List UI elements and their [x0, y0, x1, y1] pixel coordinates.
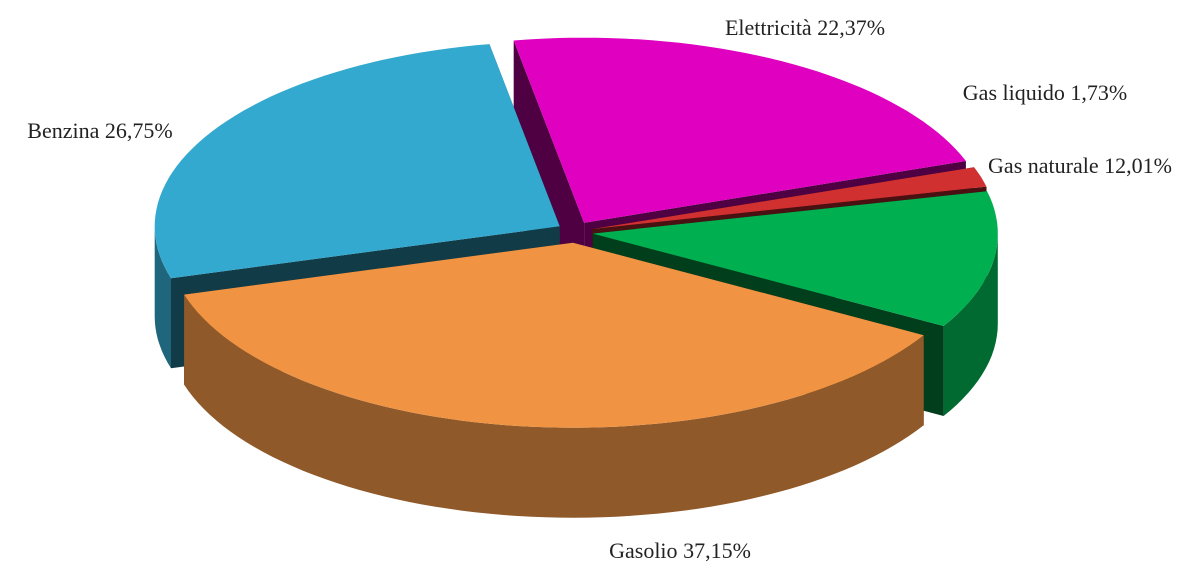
- data-label: Gas liquido 1,73%: [963, 80, 1127, 105]
- data-label: Elettricità 22,37%: [725, 15, 885, 40]
- value-label: 26,75%: [105, 118, 173, 143]
- value-label: 12,01%: [1104, 153, 1172, 178]
- data-label: Gas naturale 12,01%: [988, 153, 1172, 178]
- category-name: Elettricità: [725, 15, 812, 40]
- value-label: 1,73%: [1070, 80, 1127, 105]
- value-label: 22,37%: [817, 15, 885, 40]
- category-name: Gas liquido: [963, 80, 1065, 105]
- slice: [154, 44, 560, 279]
- slice-side: [154, 226, 171, 369]
- slice: [592, 167, 987, 229]
- value-label: 37,15%: [683, 538, 751, 563]
- slice-side: [184, 294, 924, 518]
- slice: [513, 37, 966, 223]
- slice-side: [943, 233, 998, 416]
- slice: [184, 242, 924, 428]
- data-label: Gasolio 37,15%: [609, 538, 751, 563]
- slice: [592, 191, 998, 326]
- data-label: Benzina 26,75%: [27, 118, 172, 143]
- category-name: Benzina: [27, 118, 99, 143]
- category-name: Gas naturale: [988, 153, 1099, 178]
- category-name: Gasolio: [609, 538, 677, 563]
